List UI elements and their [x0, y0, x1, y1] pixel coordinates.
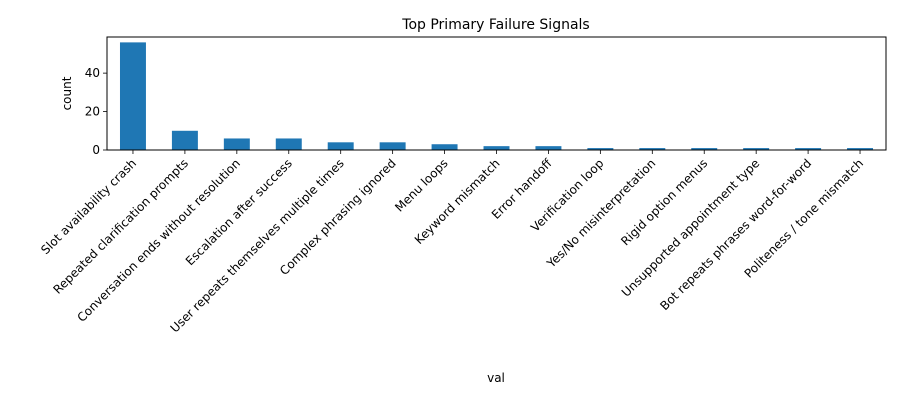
bar [119, 42, 146, 150]
bars-group [119, 42, 874, 150]
y-tick-label: 20 [85, 105, 100, 119]
y-tick-label: 0 [92, 143, 100, 157]
bar [639, 148, 666, 150]
x-axis-label: val [487, 371, 505, 385]
y-axis-ticks: 0 20 40 [85, 66, 107, 157]
bar [795, 148, 822, 150]
bar [743, 148, 770, 150]
bar [587, 148, 614, 150]
y-tick-label: 40 [85, 66, 100, 80]
bar [275, 138, 302, 150]
x-tick-label: Escalation after success [183, 156, 295, 268]
x-tick-label: Rigid option menus [618, 156, 710, 248]
bar [327, 142, 354, 150]
bar [379, 142, 406, 150]
x-tick-label: Keyword mismatch [412, 156, 503, 247]
chart-title: Top Primary Failure Signals [401, 17, 589, 33]
bar [171, 130, 198, 150]
plot-frame [106, 36, 887, 151]
bar [535, 146, 562, 150]
y-axis-label: count [60, 76, 74, 110]
bar [847, 148, 874, 150]
bar [483, 146, 510, 150]
x-tick-label: Slot availability crash [38, 156, 139, 257]
bar [431, 144, 458, 150]
bar [691, 148, 718, 150]
bar [223, 138, 250, 150]
x-tick-label: Yes/No misinterpretation [544, 156, 659, 271]
